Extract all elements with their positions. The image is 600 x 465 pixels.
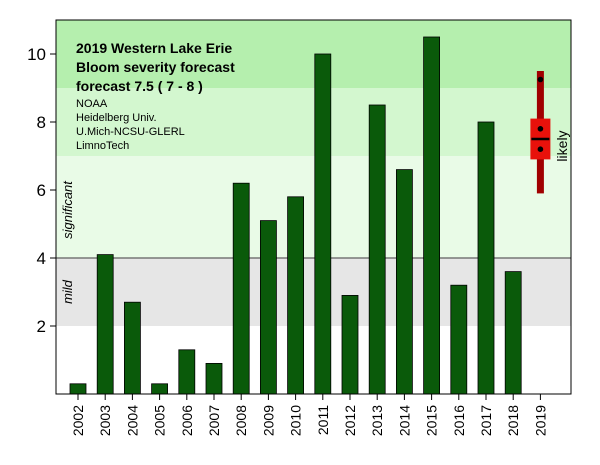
bar-2018 bbox=[504, 271, 522, 395]
org-umich-ncsu-glerl: U.Mich-NCSU-GLERL bbox=[76, 126, 185, 138]
bar-2012 bbox=[341, 294, 359, 395]
forecast-2019 bbox=[530, 71, 551, 194]
org-limnotech: LimnoTech bbox=[76, 140, 129, 152]
title-line-2: Bloom severity forecast bbox=[76, 59, 235, 75]
bar-2009 bbox=[259, 220, 277, 395]
x-tick-label-2011: 2011 bbox=[315, 405, 331, 435]
bar-2015 bbox=[423, 36, 441, 395]
likely-label: likely bbox=[554, 130, 570, 161]
bar-2013 bbox=[368, 104, 386, 395]
x-tick-label-2017: 2017 bbox=[478, 405, 494, 436]
x-tick-label-2008: 2008 bbox=[233, 405, 249, 436]
y-tick-label-4: 4 bbox=[37, 249, 46, 268]
x-tick-label-2018: 2018 bbox=[505, 405, 521, 436]
x-tick-label-2002: 2002 bbox=[70, 405, 86, 436]
y-tick-label-6: 6 bbox=[37, 181, 46, 200]
y-tick-label-10: 10 bbox=[27, 45, 46, 64]
band-label-significant: significant bbox=[60, 180, 75, 239]
x-tick-label-2005: 2005 bbox=[152, 405, 168, 436]
bar-2005 bbox=[151, 383, 169, 395]
plot-frame bbox=[55, 19, 572, 395]
x-tick-label-2016: 2016 bbox=[451, 405, 467, 436]
forecast-point-2 bbox=[537, 126, 544, 132]
bar-2016 bbox=[450, 284, 468, 395]
org-heidelberg: Heidelberg Univ. bbox=[76, 112, 157, 124]
bar-2017 bbox=[477, 121, 495, 395]
x-tick-label-2003: 2003 bbox=[97, 405, 113, 436]
bar-2002 bbox=[69, 383, 87, 395]
title-line-3: forecast 7.5 ( 7 - 8 ) bbox=[76, 78, 203, 94]
bar-2008 bbox=[232, 182, 250, 395]
x-tick-label-2012: 2012 bbox=[342, 405, 358, 436]
x-tick-label-2019: 2019 bbox=[532, 405, 548, 436]
forecast-point-1 bbox=[537, 146, 544, 152]
title-line-1: 2019 Western Lake Erie bbox=[76, 40, 232, 56]
x-tick-label-2010: 2010 bbox=[288, 405, 304, 436]
band-severe bbox=[56, 20, 571, 88]
x-tick-label-2015: 2015 bbox=[424, 405, 440, 436]
title-block: 2019 Western Lake Erie Bloom severity fo… bbox=[76, 40, 235, 152]
y-tick-label-8: 8 bbox=[37, 113, 46, 132]
bar-2010 bbox=[287, 196, 305, 395]
y-tick-label-2: 2 bbox=[37, 317, 46, 336]
band-label-mild: mild bbox=[60, 279, 75, 304]
x-tick-label-2007: 2007 bbox=[206, 405, 222, 436]
x-axis: 2002 2003 2004 2005 2006 2007 2008 2009 2010 2011… bbox=[70, 394, 548, 436]
x-tick-label-2014: 2014 bbox=[396, 405, 412, 436]
x-tick-label-2013: 2013 bbox=[369, 405, 385, 436]
bar-2004 bbox=[124, 301, 141, 395]
bar-2014 bbox=[395, 169, 413, 395]
x-tick-label-2006: 2006 bbox=[179, 405, 195, 436]
x-tick-label-2004: 2004 bbox=[124, 405, 140, 436]
y-axis: 2 4 6 8 10 bbox=[27, 45, 56, 336]
bar-2006 bbox=[178, 349, 196, 395]
x-tick-label-2009: 2009 bbox=[260, 405, 276, 436]
forecast-point-3 bbox=[537, 76, 544, 83]
bars bbox=[69, 36, 522, 395]
bar-2003 bbox=[96, 254, 114, 395]
bar-2011 bbox=[314, 53, 332, 395]
bar-2007 bbox=[205, 362, 223, 395]
org-noaa: NOAA bbox=[76, 98, 108, 110]
